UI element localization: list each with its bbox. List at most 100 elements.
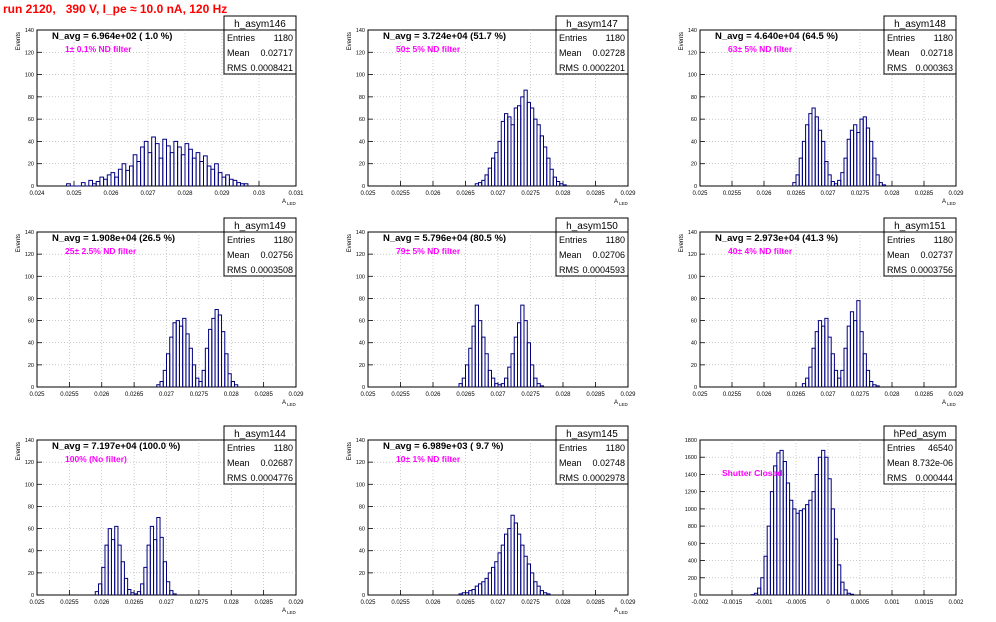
y-tick-label: 120 <box>356 50 365 56</box>
x-tick-label: 0.027 <box>159 600 175 606</box>
y-axis-title: Events <box>679 32 685 50</box>
x-tick-label: 0.0255 <box>391 392 410 398</box>
stat-label-entries: Entries <box>887 235 916 245</box>
y-tick-label: 120 <box>356 460 365 466</box>
x-tick-label: 0.025 <box>692 191 708 197</box>
histogram-bins <box>792 107 887 186</box>
x-tick-label: -0.0005 <box>786 600 807 606</box>
y-axis-title: Events <box>347 234 353 252</box>
y-tick-label: 140 <box>688 28 697 34</box>
filter-annotation: 10± 1% ND filter <box>396 454 461 464</box>
x-axis-title: ALED <box>282 199 297 206</box>
x-tick-label: 0.025 <box>360 191 376 197</box>
stat-label-entries: Entries <box>559 33 588 43</box>
stats-box: hPed_asym Entries 46540 Mean 8.732e-06 RMS 0.0… <box>883 425 957 485</box>
x-tick-label: 0.0285 <box>254 600 273 606</box>
histogram-bin <box>843 589 848 595</box>
y-tick-label: 20 <box>359 162 365 168</box>
y-tick-label: 1600 <box>685 455 697 461</box>
y-tick-label: 140 <box>356 230 365 236</box>
x-tick-label: 0.029 <box>620 392 636 398</box>
histogram-bin <box>224 353 229 387</box>
histogram-bins <box>156 309 239 387</box>
y-tick-label: 120 <box>25 460 34 466</box>
histogram-bin <box>878 182 883 186</box>
histogram-bins <box>801 300 880 387</box>
y-tick-label: 80 <box>359 296 365 302</box>
stat-value-mean: 0.02687 <box>260 458 293 468</box>
stat-value-rms: 0.000444 <box>915 473 953 483</box>
y-tick-label: 100 <box>25 73 34 79</box>
navg-label: N_avg = 1.908e+04 (26.5 %) <box>52 233 175 244</box>
stat-label-rms: RMS <box>227 265 247 275</box>
x-axis-title: ALED <box>614 608 629 615</box>
x-tick-label: 0.025 <box>692 392 708 398</box>
y-tick-label: 0 <box>362 385 365 391</box>
y-tick-label: 20 <box>359 571 365 577</box>
stat-label-entries: Entries <box>887 33 916 43</box>
stat-label-entries: Entries <box>887 443 916 453</box>
x-tick-label: 0.0265 <box>787 392 806 398</box>
histogram-bin <box>230 380 235 387</box>
histogram-bin <box>233 384 239 387</box>
x-tick-label: 0.0255 <box>723 392 742 398</box>
histogram-bin <box>562 184 567 186</box>
y-tick-label: 120 <box>25 252 34 258</box>
histogram-bin <box>865 369 871 387</box>
y-tick-label: 140 <box>25 438 34 444</box>
y-tick-label: 1400 <box>685 472 697 478</box>
histogram-bin <box>881 184 887 186</box>
histogram-bin <box>227 373 232 387</box>
stat-value-mean: 0.02718 <box>920 48 953 58</box>
x-tick-label: 0.0265 <box>787 191 806 197</box>
x-tick-label: 0.0285 <box>586 392 605 398</box>
x-tick-label: 0.0255 <box>60 392 79 398</box>
x-tick-label: 0.0275 <box>190 600 209 606</box>
y-tick-label: 120 <box>688 50 697 56</box>
filter-annotation: 63± 5% ND filter <box>728 44 793 54</box>
y-axis-title: Events <box>16 32 22 50</box>
x-tick-label: 0.027 <box>140 191 156 197</box>
y-tick-label: 60 <box>28 117 34 123</box>
histogram-bin <box>243 183 249 186</box>
stat-label-rms: RMS <box>887 63 907 73</box>
stat-label-mean: Mean <box>887 458 910 468</box>
histogram-panel-hPed_asym: -0.002 -0.0015 -0.001 -0.0005 0 0.0005 0.001 0.… <box>685 425 964 606</box>
x-tick-label: 0.029 <box>620 191 636 197</box>
histogram-bin <box>66 183 71 186</box>
stats-box: h_asym145 Entries 1180 Mean 0.02748 RMS 0.0002… <box>555 425 629 485</box>
stats-box: h_asym150 Entries 1180 Mean 0.02706 RMS 0.0004… <box>555 217 629 277</box>
stat-value-mean: 8.732e-06 <box>912 458 953 468</box>
x-axis-title: ALED <box>942 400 957 407</box>
x-tick-label: 0.029 <box>214 191 230 197</box>
y-tick-label: 140 <box>25 28 34 34</box>
x-tick-label: 0.027 <box>820 392 836 398</box>
x-tick-label: 0.0275 <box>521 600 540 606</box>
histogram-bin <box>869 380 874 387</box>
y-tick-label: 60 <box>359 319 365 325</box>
x-tick-label: 0.0255 <box>391 191 410 197</box>
y-tick-label: 40 <box>359 139 365 145</box>
y-tick-label: 40 <box>359 549 365 555</box>
y-tick-label: 40 <box>28 341 34 347</box>
x-tick-label: 0.029 <box>620 600 636 606</box>
x-tick-label: 0.025 <box>360 392 376 398</box>
stat-label-rms: RMS <box>227 63 247 73</box>
x-tick-label: 0.0005 <box>851 600 870 606</box>
y-tick-label: 200 <box>688 576 697 582</box>
stat-label-mean: Mean <box>887 48 910 58</box>
y-tick-label: 100 <box>356 73 365 79</box>
stat-value-entries: 1180 <box>274 235 293 245</box>
histogram-bin <box>849 593 855 595</box>
stat-value-mean: 0.02717 <box>260 48 293 58</box>
histogram-name: hPed_asym <box>894 429 947 440</box>
navg-label: N_avg = 7.197e+04 (100.0 %) <box>52 441 180 452</box>
x-tick-label: 0.0285 <box>915 392 934 398</box>
page-title: run 2120, 390 V, I_pe ≈ 10.0 nA, 120 Hz <box>3 2 228 16</box>
x-tick-label: 0.03 <box>253 191 265 197</box>
histogram-name: h_asym145 <box>566 429 618 440</box>
y-tick-label: 80 <box>691 95 697 101</box>
x-tick-label: 0.0285 <box>586 191 605 197</box>
histogram-bin <box>169 590 174 595</box>
